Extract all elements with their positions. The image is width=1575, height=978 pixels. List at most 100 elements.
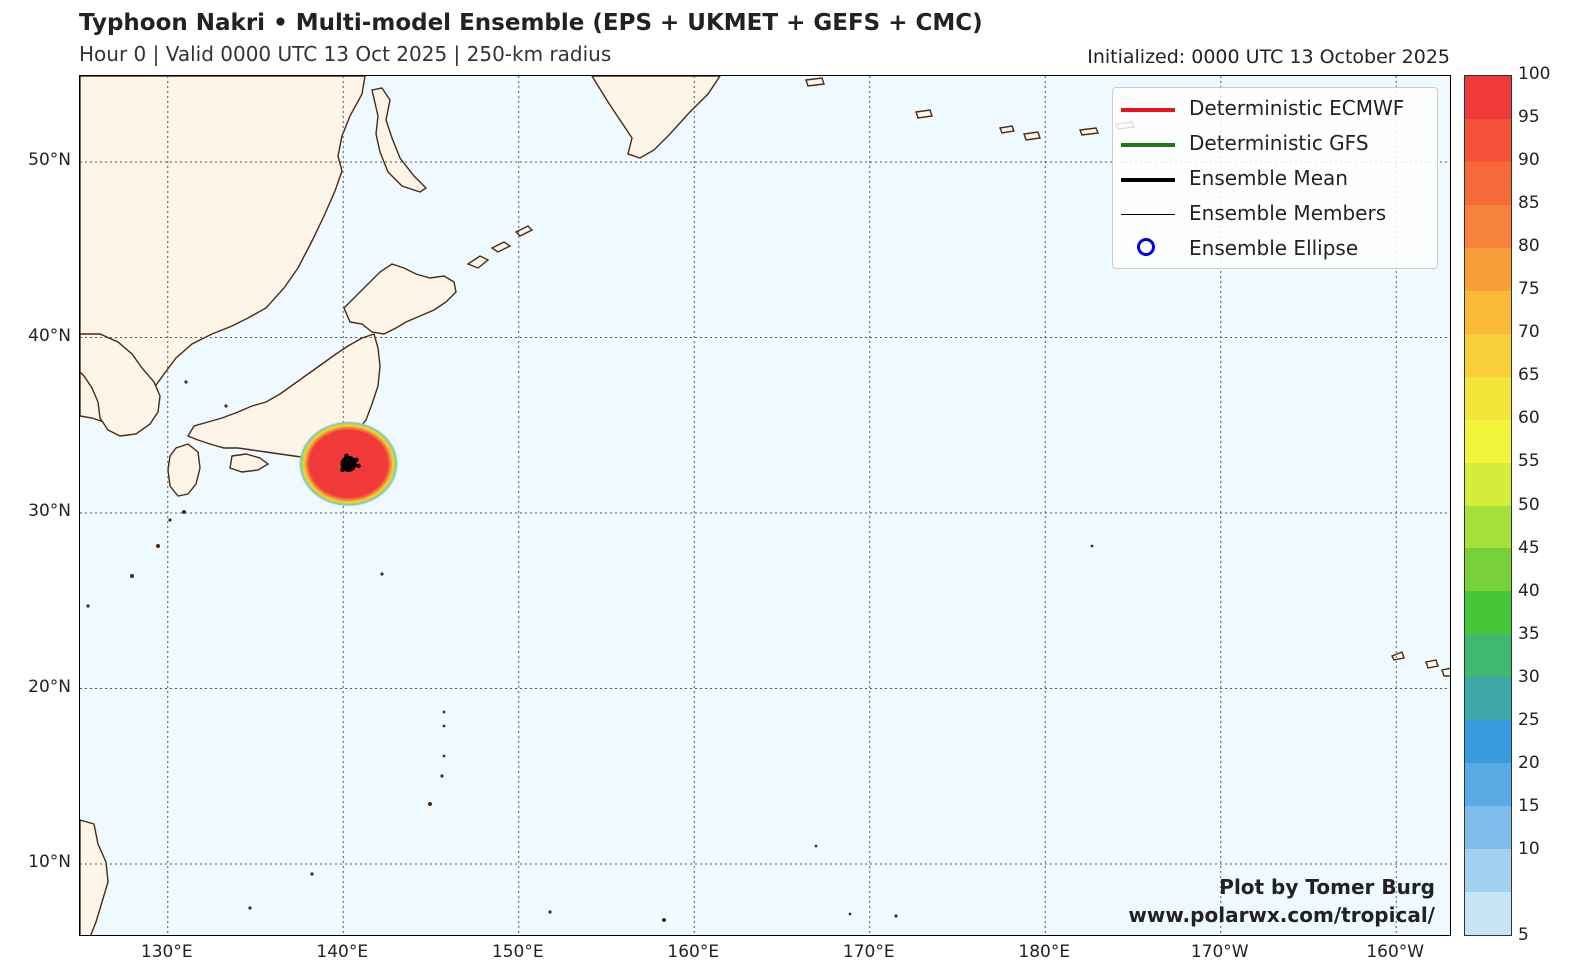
legend-swatch-ecmwf bbox=[1121, 108, 1175, 112]
hawaii-2 bbox=[1425, 659, 1439, 669]
legend-swatch-members bbox=[1121, 214, 1175, 215]
kuril-1 bbox=[466, 255, 490, 269]
colorbar-tick-label: 50 bbox=[1518, 494, 1540, 515]
colorbar-tick-label: 55 bbox=[1518, 451, 1540, 472]
hawaii-1 bbox=[1391, 651, 1405, 661]
hokkaido bbox=[343, 263, 457, 335]
colorbar-tick-label: 95 bbox=[1518, 107, 1540, 128]
aleutian-1 bbox=[915, 109, 933, 119]
lon-label: 140°E bbox=[316, 942, 369, 962]
map-subtitle: Hour 0 | Valid 0000 UTC 13 Oct 2025 | 25… bbox=[79, 42, 612, 66]
colorbar-tick-label: 35 bbox=[1518, 623, 1540, 644]
legend-item-members: Ensemble Members bbox=[1113, 199, 1437, 229]
initialized-time: Initialized: 0000 UTC 13 October 2025 bbox=[1087, 46, 1450, 68]
map-title: Typhoon Nakri • Multi-model Ensemble (EP… bbox=[79, 10, 983, 36]
kyushu bbox=[167, 443, 201, 497]
colorbar-segment bbox=[1465, 849, 1511, 893]
legend: Deterministic ECMWF Deterministic GFS En… bbox=[1112, 87, 1438, 269]
lon-label: 180°E bbox=[1018, 942, 1071, 962]
aleutian-4 bbox=[1079, 127, 1099, 136]
legend-label-members: Ensemble Members bbox=[1189, 201, 1387, 225]
colorbar-tick-label: 65 bbox=[1518, 365, 1540, 386]
colorbar-segment bbox=[1465, 505, 1511, 549]
colorbar-tick-label: 5 bbox=[1518, 925, 1529, 945]
legend-swatch-mean bbox=[1121, 178, 1175, 182]
legend-item-mean: Ensemble Mean bbox=[1113, 164, 1437, 194]
colorbar-tick-label: 10 bbox=[1518, 838, 1540, 859]
credit-url: www.polarwx.com/tropical/ bbox=[1128, 903, 1435, 927]
lon-label: 170°E bbox=[842, 942, 895, 962]
storm-probability bbox=[298, 420, 399, 507]
colorbar-tick-label: 60 bbox=[1518, 408, 1540, 429]
lon-label: 170°W bbox=[1190, 942, 1249, 962]
colorbar-segment bbox=[1465, 419, 1511, 464]
colorbar-tick-label: 20 bbox=[1518, 752, 1540, 773]
aleutian-6 bbox=[805, 77, 825, 87]
legend-item-ecmwf: Deterministic ECMWF bbox=[1113, 94, 1437, 124]
ensemble-member-point bbox=[354, 457, 359, 463]
ensemble-member-point bbox=[340, 467, 345, 473]
legend-item-ellipse: Ensemble Ellipse bbox=[1113, 234, 1437, 264]
colorbar-segment bbox=[1465, 462, 1511, 506]
luzon bbox=[80, 819, 109, 935]
colorbar-segment bbox=[1465, 720, 1511, 764]
legend-label-ellipse: Ensemble Ellipse bbox=[1189, 236, 1359, 260]
ensemble-member-point bbox=[344, 453, 349, 459]
lon-label: 150°E bbox=[491, 942, 544, 962]
aleutian-3 bbox=[1023, 131, 1041, 141]
lat-label: 10°N bbox=[28, 852, 71, 872]
colorbar-segment bbox=[1465, 591, 1511, 635]
colorbar-tick-label: 80 bbox=[1518, 236, 1540, 257]
credit-author: Plot by Tomer Burg bbox=[1219, 875, 1435, 899]
storm-center-marker bbox=[340, 455, 357, 472]
legend-swatch-gfs bbox=[1121, 143, 1175, 147]
korea bbox=[80, 333, 161, 437]
lat-label: 30°N bbox=[28, 501, 71, 521]
colorbar-tick-label: 75 bbox=[1518, 279, 1540, 300]
colorbar-segment bbox=[1465, 763, 1511, 807]
lat-label: 50°N bbox=[28, 150, 71, 170]
hawaii-3 bbox=[1441, 667, 1450, 677]
colorbar-segment bbox=[1465, 161, 1511, 206]
colorbar-segment bbox=[1465, 247, 1511, 292]
colorbar-tick-label: 90 bbox=[1518, 150, 1540, 171]
colorbar-tick-label: 70 bbox=[1518, 322, 1540, 343]
colorbar-segment bbox=[1465, 118, 1511, 163]
aleutian-2 bbox=[999, 125, 1015, 134]
legend-label-mean: Ensemble Mean bbox=[1189, 166, 1348, 190]
colorbar-tick-label: 45 bbox=[1518, 537, 1540, 558]
colorbar-segment bbox=[1465, 548, 1511, 592]
legend-item-gfs: Deterministic GFS bbox=[1113, 129, 1437, 159]
lon-label: 160°E bbox=[667, 942, 720, 962]
legend-label-ecmwf: Deterministic ECMWF bbox=[1189, 96, 1405, 120]
lat-label: 20°N bbox=[28, 676, 71, 697]
colorbar-segment bbox=[1465, 806, 1511, 850]
sakhalin bbox=[371, 87, 428, 193]
kuril-2 bbox=[490, 241, 512, 253]
colorbar-tick-label: 100 bbox=[1518, 64, 1551, 84]
shikoku bbox=[229, 453, 270, 473]
colorbar-segment bbox=[1465, 634, 1511, 678]
colorbar-segment bbox=[1465, 333, 1511, 378]
lat-label: 40°N bbox=[28, 325, 71, 346]
colorbar-tick-label: 40 bbox=[1518, 580, 1540, 601]
colorbar bbox=[1464, 75, 1512, 936]
colorbar-tick-label: 25 bbox=[1518, 709, 1540, 730]
colorbar-segment bbox=[1465, 376, 1511, 421]
colorbar-segment bbox=[1465, 290, 1511, 335]
legend-label-gfs: Deterministic GFS bbox=[1189, 131, 1369, 155]
colorbar-segment bbox=[1465, 677, 1511, 721]
colorbar-segment bbox=[1465, 892, 1511, 936]
lon-label: 160°W bbox=[1366, 942, 1425, 962]
map-canvas bbox=[80, 76, 1450, 935]
colorbar-segment bbox=[1465, 204, 1511, 249]
kamchatka bbox=[591, 76, 721, 159]
ensemble-member-point bbox=[356, 463, 361, 469]
lon-label: 130°E bbox=[140, 942, 193, 962]
colorbar-tick-label: 85 bbox=[1518, 193, 1540, 214]
colorbar-segment bbox=[1465, 76, 1511, 120]
small-islands bbox=[86, 380, 1094, 922]
kuril-3 bbox=[514, 225, 534, 237]
colorbar-tick-label: 15 bbox=[1518, 795, 1540, 816]
circle-icon bbox=[1137, 238, 1155, 256]
